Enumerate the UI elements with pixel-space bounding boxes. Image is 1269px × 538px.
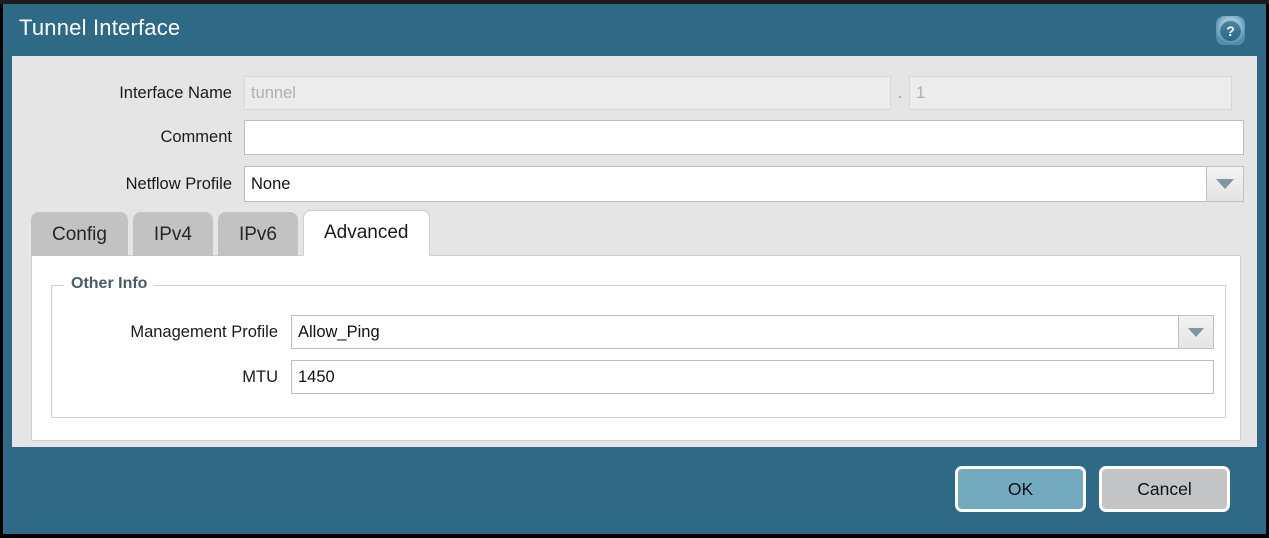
management-profile-value: Allow_Ping (298, 322, 380, 341)
mtu-label: MTU (242, 367, 278, 386)
tunnel-interface-dialog: Tunnel Interface ? Interface Name tunnel… (3, 4, 1266, 534)
help-icon-glyph: ? (1226, 22, 1235, 39)
netflow-profile-dropdown-button[interactable] (1206, 166, 1244, 202)
tab-config[interactable]: Config (31, 212, 128, 256)
dialog-footer: OK Cancel (3, 447, 1266, 534)
tab-ipv6-label: IPv6 (238, 223, 277, 245)
interface-name-label: Interface Name (119, 83, 232, 102)
cancel-button[interactable]: Cancel (1099, 466, 1230, 512)
help-question-icon[interactable]: ? (1216, 16, 1245, 45)
management-profile-label: Management Profile (130, 322, 278, 341)
tab-bar: Config IPv4 IPv6 Advanced (31, 210, 435, 256)
ok-button-label: OK (1007, 478, 1034, 499)
other-info-legend: Other Info (64, 275, 155, 293)
interface-name-row: Interface Name tunnel . 1 (12, 76, 1257, 110)
chevron-down-icon (1188, 327, 1204, 337)
management-profile-dropdown-button[interactable] (1178, 315, 1214, 349)
management-profile-select[interactable]: Allow_Ping (291, 315, 1214, 349)
tab-ipv4-label: IPv4 (153, 223, 192, 245)
interface-unit-placeholder: 1 (916, 83, 926, 102)
tab-config-label: Config (52, 223, 107, 245)
dialog-titlebar: Tunnel Interface ? (3, 4, 1266, 56)
interface-name-placeholder: tunnel (251, 83, 296, 102)
interface-name-separator: . (897, 84, 903, 102)
mtu-input[interactable]: 1450 (291, 360, 1214, 394)
management-profile-input[interactable]: Allow_Ping (291, 315, 1178, 349)
other-info-fieldset: Other Info Management Profile Allow_Ping (51, 275, 1227, 418)
management-profile-row: Management Profile Allow_Ping (52, 315, 1227, 349)
tab-advanced-label: Advanced (323, 222, 409, 243)
interface-unit-input[interactable]: 1 (909, 76, 1232, 110)
tab-ipv4[interactable]: IPv4 (132, 212, 213, 256)
dialog-body: Interface Name tunnel . 1 Comment Netflo… (12, 56, 1257, 447)
tab-advanced[interactable]: Advanced (302, 210, 430, 256)
comment-input[interactable] (244, 120, 1244, 155)
help-icon-inner: ? (1220, 20, 1241, 41)
dialog-title: Tunnel Interface (19, 15, 181, 40)
interface-name-input[interactable]: tunnel (244, 76, 891, 110)
advanced-tab-panel: Other Info Management Profile Allow_Ping (31, 255, 1241, 441)
netflow-profile-label: Netflow Profile (125, 174, 232, 193)
comment-row: Comment (12, 120, 1257, 155)
chevron-down-icon (1216, 179, 1234, 189)
netflow-profile-input[interactable]: None (244, 166, 1206, 202)
ok-button[interactable]: OK (955, 466, 1086, 512)
mtu-value: 1450 (298, 367, 335, 386)
background-page-sliver (0, 0, 1269, 4)
netflow-profile-select[interactable]: None (244, 166, 1244, 202)
cancel-button-label: Cancel (1137, 478, 1192, 499)
mtu-row: MTU 1450 (52, 360, 1227, 394)
comment-label: Comment (160, 128, 232, 146)
netflow-profile-row: Netflow Profile None (12, 166, 1257, 202)
netflow-profile-value: None (251, 174, 291, 193)
tab-ipv6[interactable]: IPv6 (217, 212, 298, 256)
